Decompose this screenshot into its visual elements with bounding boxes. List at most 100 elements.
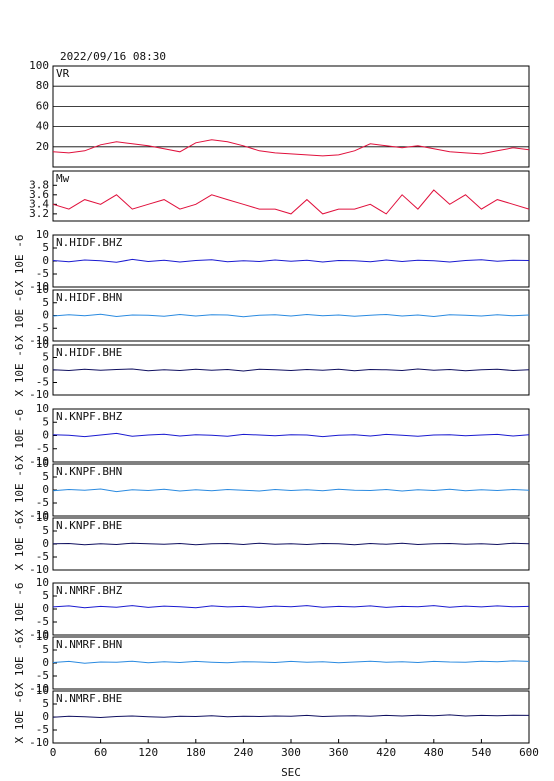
- y-tick-label: 5: [42, 415, 49, 428]
- y-tick-label: 0: [42, 602, 49, 615]
- y-tick-label: -10: [29, 563, 49, 576]
- y-tick-label: 60: [36, 99, 49, 112]
- y-tick-label: 0: [42, 254, 49, 267]
- y-tick-label: 5: [42, 241, 49, 254]
- y-tick-label: 10: [36, 228, 49, 241]
- series-label: N.HIDF.BHZ: [56, 236, 123, 249]
- y-tick-label: 0: [42, 429, 49, 442]
- series-line: [52, 660, 530, 664]
- y-tick-label: 3.6: [29, 188, 49, 201]
- y-tick-label: 5: [42, 470, 49, 483]
- series-label: N.NMRF.BHN: [56, 638, 122, 651]
- y-tick-label: -10: [29, 628, 49, 641]
- x-tick-label: 300: [281, 746, 301, 759]
- series-label: N.NMRF.BHZ: [56, 584, 123, 597]
- y-tick-label: -10: [29, 455, 49, 468]
- y-tick-label: 10: [36, 630, 49, 643]
- series-label: VR: [56, 67, 70, 80]
- series-label: N.HIDF.BHN: [56, 291, 122, 304]
- x-tick-label: 0: [50, 746, 57, 759]
- y-tick-label: 3.2: [29, 207, 49, 220]
- x-tick-label: 120: [138, 746, 158, 759]
- series-label: N.KNPF.BHZ: [56, 410, 123, 423]
- y-tick-label: 100: [29, 59, 49, 72]
- plot-frame: [52, 408, 530, 463]
- series-line: [52, 605, 530, 609]
- y-tick-label: -10: [29, 388, 49, 401]
- y-tick-label: 10: [36, 402, 49, 415]
- series-line: [52, 542, 530, 546]
- chart-title: 2022/09/16 08:30: [60, 50, 166, 63]
- y-tick-label: -10: [29, 280, 49, 293]
- y-tick-label: -5: [36, 267, 49, 280]
- y-tick-label: 10: [36, 283, 49, 296]
- series-line: [52, 189, 530, 215]
- y-tick-label: 80: [36, 79, 49, 92]
- y-axis-label: X 10E -6: [13, 235, 26, 288]
- y-tick-label: -5: [36, 376, 49, 389]
- series-line: [52, 488, 530, 493]
- y-tick-label: 5: [42, 643, 49, 656]
- y-axis-label: X 10E -6: [13, 409, 26, 462]
- series-line: [52, 432, 530, 438]
- y-axis-label: X 10E -6: [13, 583, 26, 636]
- y-tick-label: 5: [42, 697, 49, 710]
- y-tick-label: 0: [42, 537, 49, 550]
- y-axis-label: X 10E -6: [13, 344, 26, 397]
- y-tick-label: 3.8: [29, 178, 49, 191]
- y-axis-label: X 10E -6: [13, 464, 26, 517]
- x-axis-label: SEC: [281, 766, 301, 779]
- y-axis-label: X 10E -6: [13, 289, 26, 342]
- y-tick-label: 5: [42, 524, 49, 537]
- x-tick-label: 540: [471, 746, 491, 759]
- x-tick-label: 420: [376, 746, 396, 759]
- y-tick-label: 0: [42, 483, 49, 496]
- y-tick-label: -5: [36, 321, 49, 334]
- y-tick-label: 10: [36, 511, 49, 524]
- x-tick-label: 480: [424, 746, 444, 759]
- plot-frame: [52, 636, 530, 690]
- y-tick-label: 40: [36, 120, 49, 133]
- y-tick-label: 5: [42, 589, 49, 602]
- y-tick-label: -5: [36, 723, 49, 736]
- series-line: [52, 258, 530, 263]
- x-tick-label: 600: [519, 746, 539, 759]
- y-tick-label: 0: [42, 309, 49, 322]
- y-tick-label: 10: [36, 576, 49, 589]
- y-tick-label: 10: [36, 457, 49, 470]
- series-label: N.NMRF.BHE: [56, 692, 122, 705]
- plot-frame: [52, 582, 530, 636]
- y-tick-label: 5: [42, 351, 49, 364]
- y-tick-label: -5: [36, 442, 49, 455]
- series-line: [52, 368, 530, 372]
- y-tick-label: 0: [42, 656, 49, 669]
- series-label: Mw: [56, 172, 70, 185]
- plot-frame: [52, 690, 530, 744]
- y-tick-label: 3.4: [29, 197, 49, 210]
- y-tick-label: -5: [36, 496, 49, 509]
- y-tick-label: 10: [36, 338, 49, 351]
- y-axis-label: X 10E -6: [13, 691, 26, 744]
- series-label: N.KNPF.BHN: [56, 465, 122, 478]
- series-label: N.HIDF.BHE: [56, 346, 122, 359]
- y-tick-label: -5: [36, 550, 49, 563]
- y-tick-label: -10: [29, 682, 49, 695]
- y-tick-label: 20: [36, 140, 49, 153]
- x-tick-label: 180: [186, 746, 206, 759]
- y-tick-label: -10: [29, 334, 49, 347]
- y-tick-label: -10: [29, 509, 49, 522]
- y-tick-label: -10: [29, 736, 49, 749]
- y-tick-label: -5: [36, 615, 49, 628]
- series-label: N.KNPF.BHE: [56, 519, 122, 532]
- y-tick-label: 10: [36, 684, 49, 697]
- x-tick-label: 60: [94, 746, 107, 759]
- plot-frame: [52, 65, 530, 168]
- y-tick-label: -5: [36, 669, 49, 682]
- x-tick-label: 240: [233, 746, 253, 759]
- plot-frame: [52, 170, 530, 222]
- y-tick-label: 5: [42, 296, 49, 309]
- y-axis-label: X 10E -6: [13, 637, 26, 690]
- series-line: [52, 139, 530, 157]
- series-line: [52, 714, 530, 719]
- series-line: [52, 313, 530, 318]
